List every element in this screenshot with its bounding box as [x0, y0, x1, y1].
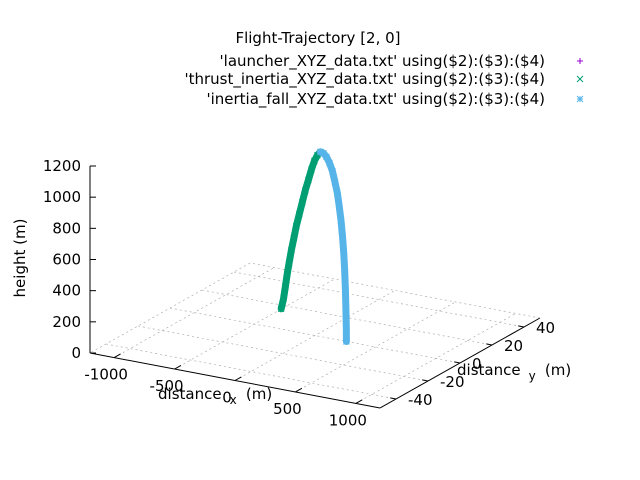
grid-line-y-2 — [169, 307, 461, 364]
series-2-point-8 — [337, 217, 345, 224]
grid-line-x-0 — [114, 267, 275, 358]
legend-label-0: 'launcher_XYZ_data.txt' using($2):($3):(… — [220, 52, 545, 71]
series-2-point-12 — [342, 286, 349, 294]
z-tick-label-0: 0 — [71, 344, 81, 362]
y-axis-label-main: distance — [457, 361, 521, 379]
z-tick-label-3: 600 — [52, 251, 81, 269]
series-2-point-5 — [331, 178, 339, 186]
floor-back-edge — [249, 262, 541, 319]
series-1-point-3 — [283, 270, 291, 278]
z-tick-label-4: 800 — [52, 219, 81, 237]
legend-marker-0 — [577, 58, 583, 64]
series-2-point-11 — [341, 267, 349, 275]
series-1-point-11 — [305, 176, 312, 184]
series-1-point-4 — [285, 260, 293, 267]
legend-marker-1 — [576, 75, 584, 83]
x-axis-label: distance x (m) — [158, 384, 272, 408]
x-tick-mark-0 — [113, 353, 121, 359]
y-tick-label-0: -40 — [408, 391, 433, 409]
z-tick-label-2: 400 — [52, 282, 81, 300]
grid-line-y-0 — [105, 343, 397, 400]
x-tick-label-3: 500 — [273, 400, 302, 418]
y-tick-mark-4 — [518, 325, 525, 328]
y-axis-label-sub: y — [529, 369, 536, 383]
y-tick-label-3: 20 — [504, 337, 523, 355]
grid-line-y-3 — [201, 289, 493, 346]
series-1-point-1 — [280, 295, 287, 302]
x-tick-label-1: -500 — [150, 377, 184, 395]
series-1-trajectory — [277, 148, 324, 313]
series-1-point-7 — [292, 222, 300, 230]
grid-line-x-2 — [234, 290, 396, 381]
series-1-point-8 — [295, 210, 303, 218]
y-tick-label-4: 40 — [536, 319, 555, 337]
x-tick-label-2: 0 — [222, 389, 232, 407]
x-tick-mark-1 — [174, 365, 182, 370]
y-tick-mark-3 — [486, 343, 493, 346]
legend: 'launcher_XYZ_data.txt' using($2):($3):(… — [185, 52, 584, 109]
series-2-trajectory — [316, 148, 350, 345]
series-2-point-10 — [340, 250, 348, 258]
series-1-point-0 — [277, 305, 285, 313]
series-2-point-4 — [329, 167, 336, 175]
z-tick-label-6: 1200 — [43, 157, 81, 175]
x-tick-mark-4 — [355, 399, 363, 404]
legend-label-1: 'thrust_inertia_XYZ_data.txt' using($2):… — [185, 70, 546, 89]
series-2-point-15 — [343, 338, 350, 345]
grid — [105, 267, 525, 404]
tick-labels: 020040060080010001200-1000-50005001000-4… — [43, 157, 555, 429]
z-tick-label-1: 200 — [52, 313, 81, 331]
y-tick-label-1: -20 — [440, 373, 465, 391]
x-axis-label-sub: x — [230, 393, 237, 407]
y-tick-mark-1 — [422, 379, 429, 382]
series-2-point-6 — [334, 189, 341, 197]
series-1-point-6 — [290, 234, 298, 242]
x-tick-label-4: 1000 — [329, 411, 367, 429]
floor-left-edge — [89, 262, 251, 354]
legend-label-2: 'inertia_fall_XYZ_data.txt' using($2):($… — [206, 90, 545, 109]
series-1-point-12 — [308, 166, 315, 173]
series-2 — [316, 148, 350, 345]
grid-line-y-4 — [233, 271, 525, 328]
chart-title: Flight-Trajectory [2, 0] — [235, 29, 400, 47]
series-2-point-7 — [335, 202, 343, 210]
y-tick-label-2: 0 — [472, 355, 482, 373]
series-1-point-2 — [282, 282, 289, 290]
x-axis-label-main: distance — [158, 385, 222, 403]
x-tick-mark-2 — [234, 376, 242, 381]
series-1-point-13 — [311, 157, 318, 165]
z-axis-label: height (m) — [11, 219, 29, 298]
grid-line-y-1 — [137, 325, 429, 382]
series-1 — [277, 148, 324, 313]
y-axis-label-unit: (m) — [545, 361, 571, 379]
series-2-point-2 — [323, 153, 330, 161]
legend-marker-2 — [576, 95, 584, 103]
z-tick-label-5: 1000 — [43, 188, 81, 206]
y-tick-mark-0 — [390, 397, 397, 400]
series-1-point-9 — [298, 198, 306, 206]
series-2-point-3 — [326, 159, 333, 167]
data-marks — [277, 148, 350, 345]
x-axis-label-unit: (m) — [246, 385, 272, 403]
series-2-point-9 — [339, 232, 346, 240]
series-1-point-10 — [301, 186, 309, 194]
axes — [89, 165, 541, 409]
series-2-point-14 — [342, 324, 350, 331]
grid-line-x-3 — [295, 301, 456, 393]
y-tick-mark-2 — [454, 361, 461, 364]
series-1-point-5 — [288, 246, 295, 254]
series-2-point-13 — [342, 305, 350, 312]
y-axis-label: distance y (m) — [457, 360, 571, 384]
x-tick-mark-3 — [295, 387, 303, 393]
x-tick-label-0: -1000 — [84, 366, 128, 384]
